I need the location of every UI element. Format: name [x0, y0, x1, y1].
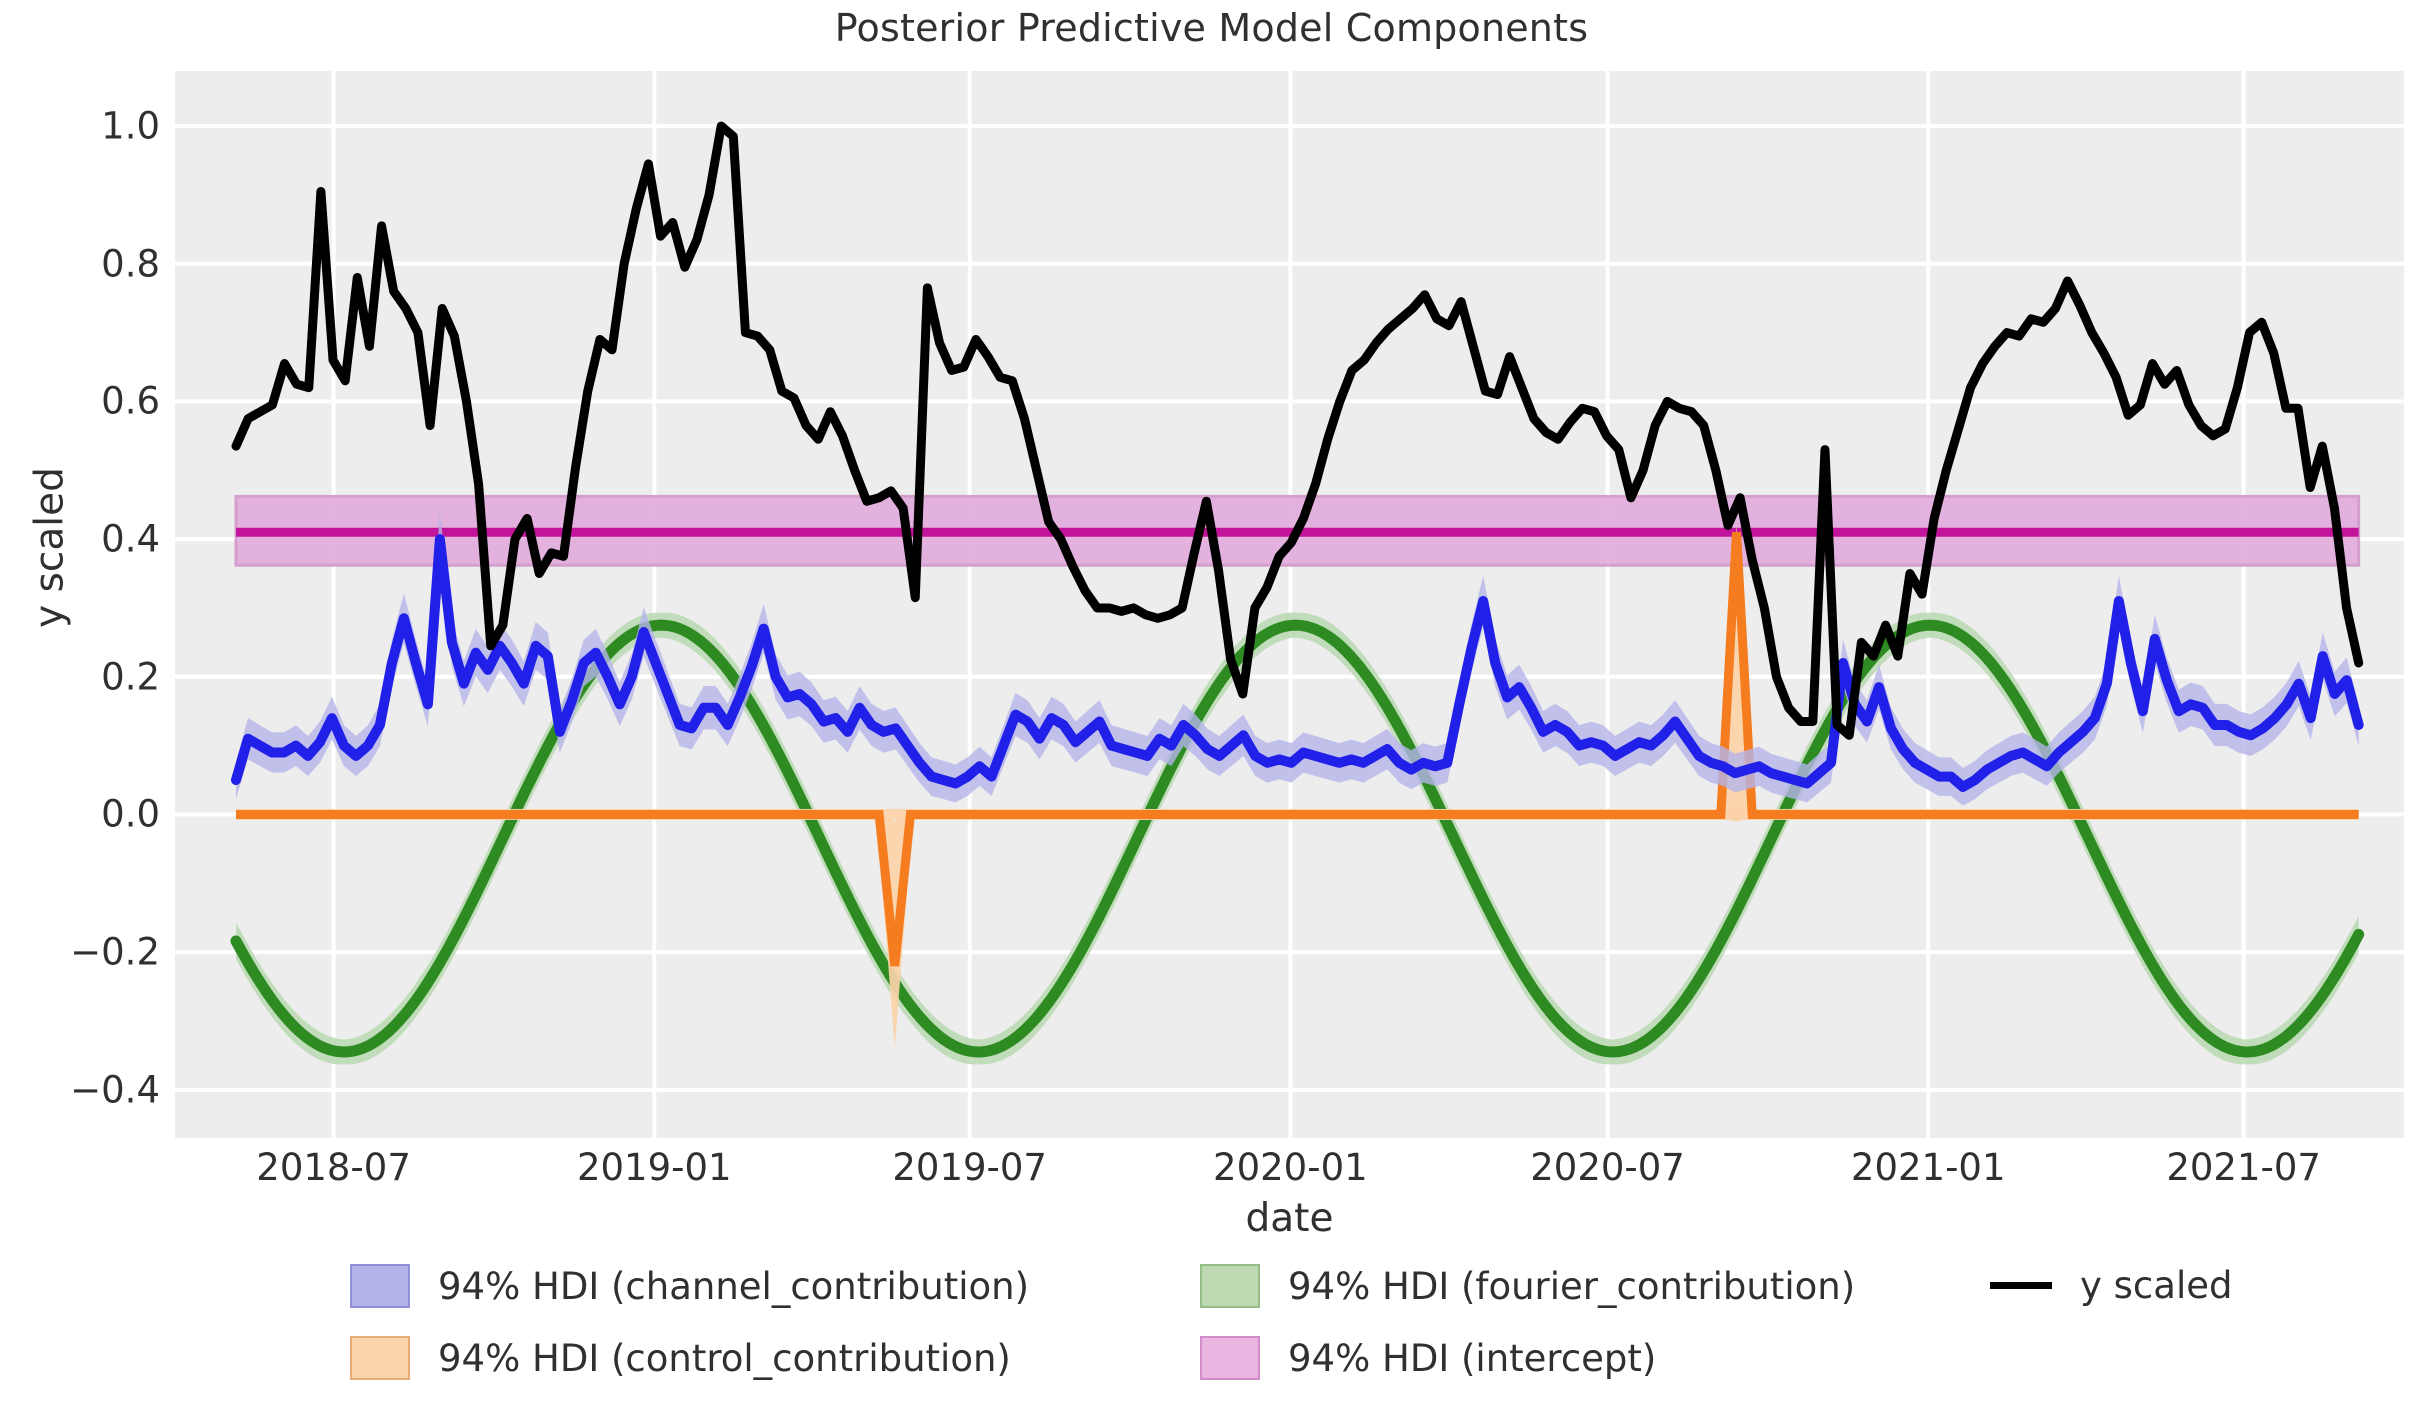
- channel-hdi-band: [236, 511, 2359, 806]
- plot-area: [175, 71, 2404, 1138]
- x-axis-ticks: 2018-07 2019-01 2019-07 2020-01 2020-07 2021-…: [175, 1138, 2404, 1208]
- x-tick-label: 2021-01: [1850, 1146, 2006, 1189]
- y-tick-label: 0.8: [101, 242, 160, 286]
- x-axis-label: date: [1245, 1196, 1334, 1241]
- observed-series-line: [231, 121, 2364, 740]
- plot-svg: [175, 71, 2404, 1138]
- chart-legend: 94% HDI (channel_contribution) 94% HDI (f…: [0, 1258, 2423, 1408]
- page-title: Posterior Predictive Model Components: [834, 6, 1589, 50]
- legend-label: y scaled: [2080, 1264, 2233, 1307]
- y-tick-label: 0.2: [101, 655, 160, 699]
- x-tick-label: 2019-07: [892, 1146, 1047, 1189]
- legend-swatch-icon: [1200, 1264, 1260, 1308]
- x-tick-label: 2018-07: [256, 1146, 411, 1189]
- y-tick-label: −0.2: [70, 930, 160, 974]
- legend-line-icon: [1990, 1282, 2052, 1289]
- legend-swatch-icon: [350, 1336, 410, 1380]
- legend-item[interactable]: 94% HDI (control_contribution): [350, 1336, 1011, 1380]
- legend-label: 94% HDI (fourier_contribution): [1288, 1264, 1856, 1308]
- legend-item[interactable]: 94% HDI (intercept): [1200, 1336, 1656, 1380]
- x-tick-label: 2021-07: [2166, 1146, 2321, 1189]
- legend-swatch-icon: [1200, 1336, 1260, 1380]
- legend-label: 94% HDI (intercept): [1288, 1336, 1657, 1380]
- x-tick-label: 2020-01: [1213, 1146, 1368, 1189]
- legend-item[interactable]: 94% HDI (channel_contribution): [350, 1264, 1029, 1308]
- x-tick-label: 2020-07: [1530, 1146, 1685, 1189]
- y-tick-label: 0.0: [101, 792, 160, 836]
- y-tick-label: 0.6: [101, 379, 160, 423]
- y-axis-ticks: 1.0 0.8 0.6 0.4 0.2 0.0 −0.2 −0.4: [0, 71, 160, 1138]
- y-tick-label: −0.4: [70, 1068, 160, 1112]
- y-tick-label: 0.4: [101, 517, 160, 561]
- legend-label: 94% HDI (channel_contribution): [438, 1264, 1030, 1308]
- legend-label: 94% HDI (control_contribution): [438, 1336, 1011, 1380]
- y-tick-label: 1.0: [101, 104, 160, 148]
- x-tick-label: 2019-01: [576, 1146, 732, 1189]
- legend-item[interactable]: 94% HDI (fourier_contribution): [1200, 1264, 1855, 1308]
- channel-contribution-line: [231, 534, 2364, 792]
- legend-item[interactable]: y scaled: [1990, 1264, 2232, 1307]
- legend-swatch-icon: [350, 1264, 410, 1308]
